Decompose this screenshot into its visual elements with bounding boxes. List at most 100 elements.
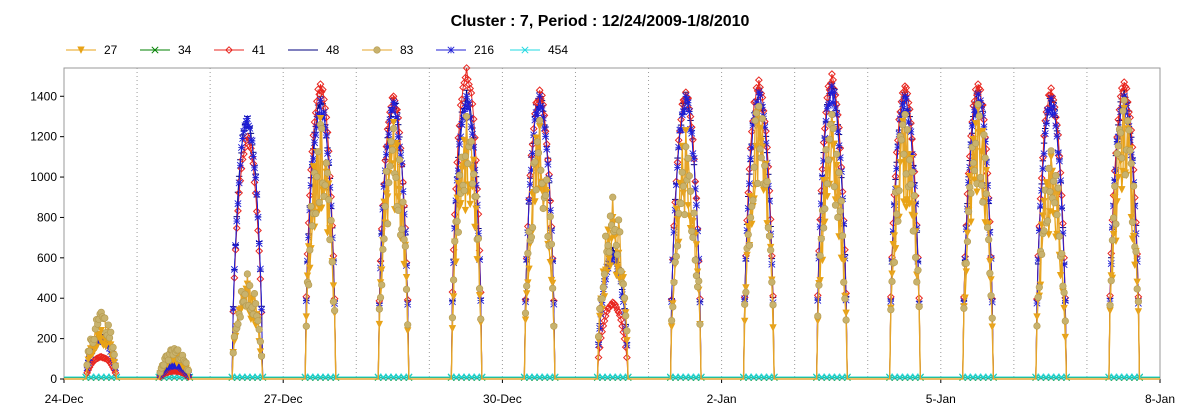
data-point-216 [397,151,405,159]
data-point-83 [1106,301,1114,309]
data-point-216 [393,113,401,121]
data-point-83 [101,314,109,322]
data-point-216 [679,108,687,116]
data-point-83 [252,299,260,308]
data-point-83 [895,187,903,195]
data-point-83 [376,293,385,302]
data-point-41 [245,142,254,150]
data-point-41 [600,317,609,325]
data-point-216 [463,92,471,100]
data-point-216 [248,137,256,145]
data-point-454 [619,373,627,381]
data-point-83 [758,114,767,123]
data-point-216 [246,124,254,132]
data-point-41 [688,135,697,144]
data-point-216 [455,140,464,148]
data-point-27 [97,327,105,335]
data-point-454 [755,373,763,381]
data-point-454 [1047,373,1055,381]
data-point-83 [756,145,764,153]
data-point-216 [258,306,266,314]
data-point-83 [972,139,980,147]
data-point-83 [816,252,824,260]
data-point-83 [184,366,193,375]
data-point-41 [976,86,985,94]
data-point-454 [248,373,257,381]
data-point-216 [398,160,406,168]
data-point-216 [761,123,769,131]
y-tick-label: 1200 [30,130,57,144]
data-point-41 [468,100,477,108]
data-point-83 [380,235,388,243]
data-point-83 [521,309,530,317]
data-point-83 [1051,199,1059,207]
legend-label: 41 [252,43,266,57]
data-point-41 [252,207,261,216]
data-point-454 [1057,373,1065,381]
data-point-216 [973,108,981,116]
data-point-41 [1053,121,1061,130]
data-point-83 [821,205,829,213]
data-point-83 [450,276,458,284]
data-point-83 [256,338,264,346]
data-point-41 [466,84,475,93]
data-point-454 [614,373,622,381]
data-point-216 [401,227,409,235]
data-point-83 [605,248,613,256]
data-point-83 [825,135,834,143]
data-point-216 [907,128,915,136]
data-point-83 [110,351,118,359]
data-point-216 [525,197,533,205]
data-point-454 [1115,373,1123,381]
data-point-83 [673,242,682,250]
legend-label: 216 [474,43,494,57]
data-point-83 [901,110,909,119]
data-point-83 [1119,107,1127,115]
data-point-216 [905,118,913,126]
data-point-83 [606,212,614,220]
data-point-454 [609,373,617,381]
data-point-454 [1037,373,1045,381]
data-point-83 [523,282,531,290]
x-axis: 24-Dec 27-Dec 30-Dec 2-Jan 5-Jan 8-Jan [45,379,1175,406]
data-point-454 [1130,373,1138,381]
data-point-83 [399,198,407,206]
data-point-41 [1037,174,1046,183]
data-point-216 [464,105,472,113]
data-point-83 [985,236,993,244]
data-point-27 [891,245,900,253]
data-point-216 [533,111,541,119]
data-point-27 [902,203,910,212]
data-point-216 [1059,229,1067,237]
data-point-216 [399,188,407,196]
data-point-legend-216 [447,46,455,54]
data-point-216 [543,145,551,153]
data-point-454 [243,373,251,381]
data-point-83 [817,235,825,243]
data-point-216 [385,130,393,138]
data-point-454 [901,373,909,381]
data-point-41 [111,368,120,377]
data-point-83 [544,232,552,241]
data-point-216 [747,155,755,163]
data-point-216 [250,164,258,172]
data-point-216 [546,206,554,214]
data-point-216 [758,103,766,111]
data-point-454 [984,373,992,381]
data-point-83 [318,124,326,133]
data-point-216 [682,92,690,100]
data-point-83 [903,126,911,134]
data-point-83 [978,181,986,189]
data-point-216 [242,117,250,125]
data-point-216 [1040,150,1048,158]
data-point-83 [915,302,923,311]
data-point-216 [1044,106,1052,114]
data-point-216 [748,144,756,152]
data-point-83 [599,283,607,291]
data-point-41 [747,127,756,136]
data-point-216 [311,139,319,147]
data-point-454 [92,373,100,381]
data-point-83 [1125,126,1133,134]
data-point-83 [912,253,920,262]
x-tick-label: 2-Jan [707,392,737,406]
